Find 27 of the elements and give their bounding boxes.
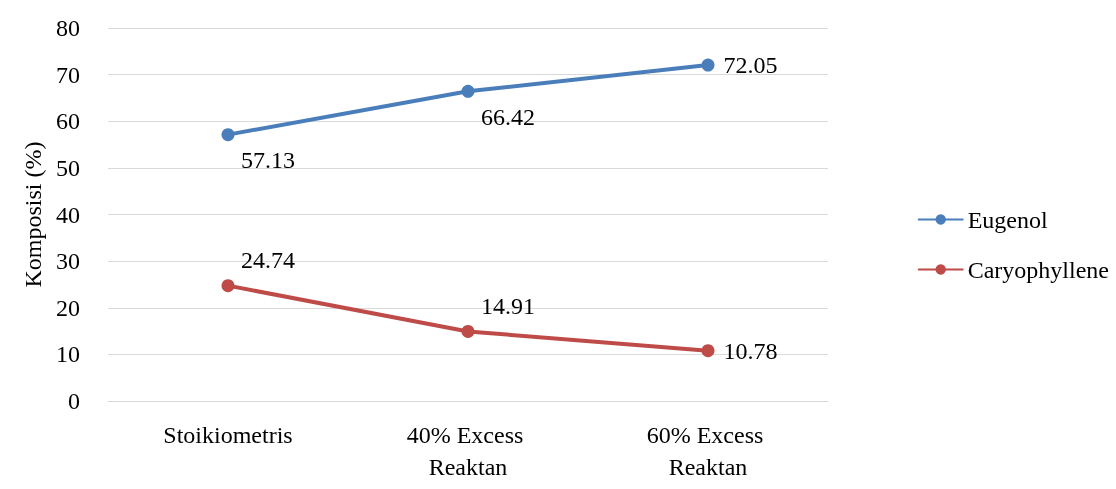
y-tick-label: 70 bbox=[56, 61, 80, 88]
point bbox=[461, 324, 475, 338]
y-tick-label: 20 bbox=[56, 294, 80, 321]
y-tick-label: 30 bbox=[56, 248, 80, 275]
data-label: 14.91 bbox=[481, 292, 535, 319]
data-label: 66.42 bbox=[481, 103, 535, 130]
y-axis-title: Komposisi (%) bbox=[20, 141, 47, 288]
y-tick-label: 0 bbox=[68, 388, 80, 414]
point bbox=[461, 84, 475, 98]
x-tick-label: 60% Excess Reaktan bbox=[646, 422, 770, 480]
point bbox=[701, 344, 715, 358]
y-tick-label: 80 bbox=[56, 15, 80, 41]
y-tick-label: 40 bbox=[56, 201, 80, 228]
data-label: 24.74 bbox=[241, 247, 295, 274]
data-label: 57.13 bbox=[241, 147, 295, 174]
data-label: 72.05 bbox=[723, 52, 778, 79]
y-tick-label: 60 bbox=[56, 108, 80, 135]
y-tick-label: 10 bbox=[56, 341, 80, 368]
y-tick-label: 50 bbox=[56, 154, 80, 181]
point bbox=[701, 58, 715, 72]
legend-label: Caryophyllene bbox=[967, 256, 1109, 283]
x-tick-label: Stoikiometris bbox=[163, 422, 293, 448]
legend-label: Eugenol bbox=[967, 206, 1049, 233]
data-label: 10.78 bbox=[723, 337, 778, 364]
x-tick-label: 40% Excess Reaktan bbox=[406, 422, 530, 480]
point bbox=[221, 128, 235, 142]
point bbox=[221, 279, 235, 293]
